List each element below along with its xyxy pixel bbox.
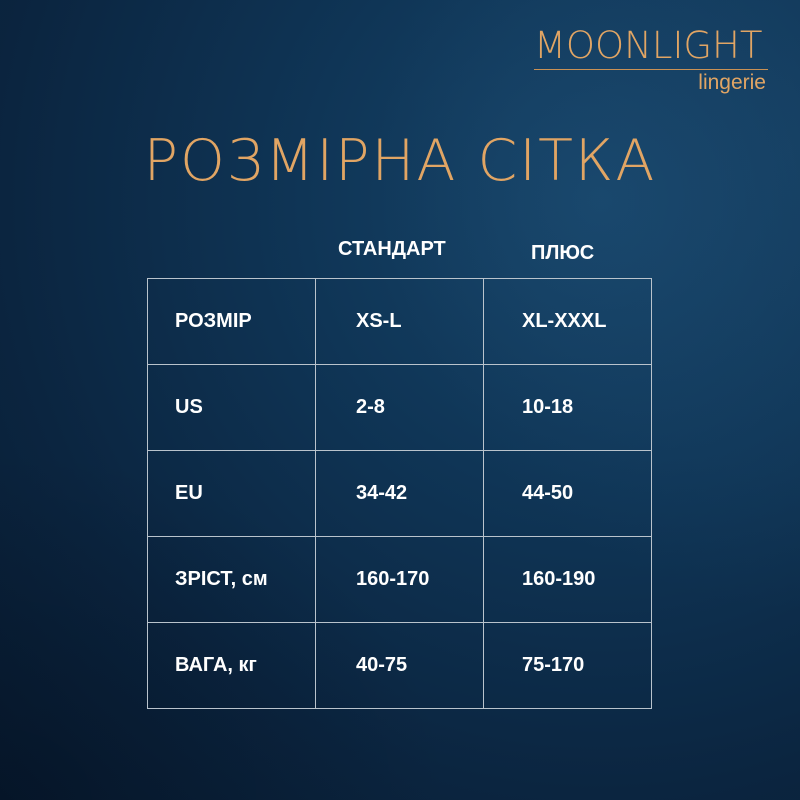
table-row: US 2-8 10-18 — [147, 364, 652, 451]
standard-cell: 40-75 — [315, 622, 484, 709]
row-label: ЗРІСТ, см — [147, 536, 316, 623]
page-title: РОЗМІРНА СІТКА — [143, 128, 657, 194]
table-row: ЗРІСТ, см 160-170 160-190 — [147, 536, 652, 623]
table-row: EU 34-42 44-50 — [147, 450, 652, 537]
row-label: US — [147, 364, 316, 451]
size-table: РОЗМІР XS-L XL-XXXL US 2-8 10-18 EU 34-42 44-50 З… — [147, 278, 652, 709]
plus-cell: XL-XXXL — [483, 278, 652, 365]
standard-cell: XS-L — [315, 278, 484, 365]
logo-name: MOONLIGHT — [534, 24, 763, 67]
table-row: ВАГА, кг 40-75 75-170 — [147, 622, 652, 709]
plus-cell: 10-18 — [483, 364, 652, 451]
plus-cell: 160-190 — [483, 536, 652, 623]
standard-cell: 2-8 — [315, 364, 484, 451]
column-header-plus: ПЛЮС — [531, 242, 595, 264]
column-header-standard: СТАНДАРТ — [338, 238, 446, 260]
standard-cell: 34-42 — [315, 450, 484, 537]
row-label: EU — [147, 450, 316, 537]
plus-cell: 44-50 — [483, 450, 652, 537]
table-row: РОЗМІР XS-L XL-XXXL — [147, 278, 652, 365]
brand-logo: MOONLIGHT lingerie — [534, 24, 768, 96]
logo-sub: lingerie — [698, 71, 766, 94]
row-label: РОЗМІР — [147, 278, 316, 365]
plus-cell: 75-170 — [483, 622, 652, 709]
row-label: ВАГА, кг — [147, 622, 316, 709]
logo-divider — [534, 69, 768, 70]
standard-cell: 160-170 — [315, 536, 484, 623]
